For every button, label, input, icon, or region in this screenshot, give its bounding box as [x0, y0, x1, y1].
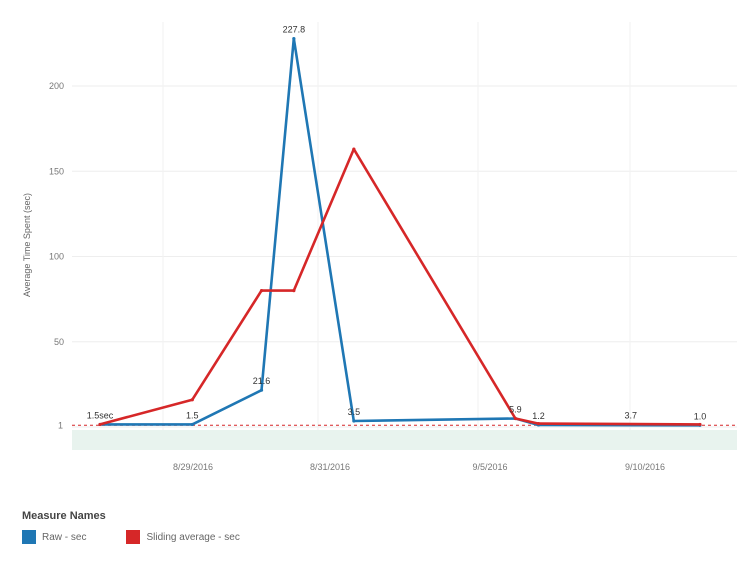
- y-tick-label: 200: [49, 81, 64, 91]
- legend-swatch-sliding: [126, 530, 141, 544]
- data-point: [536, 421, 541, 426]
- x-axis-ticks: 8/29/2016 8/31/2016 9/5/2016 9/10/2016: [173, 462, 665, 472]
- legend-title: Measure Names: [22, 510, 106, 522]
- data-label: 1.5: [186, 410, 199, 420]
- data-point: [98, 422, 102, 427]
- x-tick-label: 8/31/2016: [310, 462, 350, 472]
- baseline-band: [72, 430, 737, 450]
- data-label: 227.8: [283, 25, 306, 35]
- series-line-1: [99, 147, 701, 426]
- data-label: 21.6: [253, 376, 271, 386]
- data-point: [352, 147, 356, 151]
- data-label: 5.9: [509, 404, 522, 414]
- legend-item-raw[interactable]: Raw - sec: [22, 530, 86, 544]
- data-point: [259, 388, 264, 392]
- data-point: [292, 289, 296, 293]
- data-point: [259, 289, 264, 293]
- data-label: 1.2: [532, 411, 545, 421]
- y-axis-title: Average Time Spent (sec): [22, 193, 32, 297]
- data-label: 3.7: [625, 410, 638, 420]
- legend: Measure Names Raw - sec Sliding average …: [22, 510, 240, 544]
- legend-item-sliding[interactable]: Sliding average - sec: [126, 530, 240, 544]
- data-point: [513, 416, 517, 421]
- data-label: 1.0: [694, 411, 707, 421]
- y-tick-label: 150: [49, 166, 64, 176]
- x-tick-label: 8/29/2016: [173, 462, 213, 472]
- x-tick-label: 9/10/2016: [625, 462, 665, 472]
- data-point: [190, 422, 194, 427]
- y-axis-ticks: 50 100 150 200: [49, 81, 64, 347]
- legend-label-raw: Raw - sec: [42, 531, 87, 543]
- reference-line-label: 1: [58, 420, 63, 430]
- y-tick-label: 100: [49, 252, 64, 262]
- series-line-0: [100, 37, 701, 427]
- data-point: [352, 419, 356, 423]
- grid-lines: [72, 22, 737, 450]
- legend-swatch-raw: [22, 530, 36, 544]
- legend-label-sliding: Sliding average - sec: [146, 531, 240, 543]
- data-point: [292, 37, 296, 41]
- x-tick-label: 9/5/2016: [472, 462, 507, 472]
- data-label: 3.5: [348, 407, 361, 417]
- y-tick-label: 50: [54, 337, 64, 347]
- line-chart: 50 100 150 200 8/29/2016 8/31/2016 9/5/2016 9/…: [22, 22, 737, 472]
- data-point: [190, 398, 194, 402]
- series-lines: [98, 37, 702, 427]
- data-labels: 1.5sec 1.5 21.6 227.8 3.5 5.9 1.2 3.7 1.0: [87, 25, 707, 422]
- data-point: [698, 422, 702, 427]
- data-label: 1.5sec: [87, 410, 114, 420]
